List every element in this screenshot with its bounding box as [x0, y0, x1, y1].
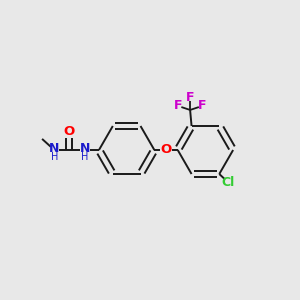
Text: H: H: [51, 152, 58, 162]
Text: N: N: [49, 142, 59, 155]
Text: F: F: [186, 91, 194, 104]
Text: O: O: [63, 124, 74, 137]
Text: H: H: [81, 152, 88, 162]
Text: O: O: [160, 143, 172, 157]
Text: Cl: Cl: [221, 176, 235, 189]
Text: F: F: [174, 99, 182, 112]
Text: N: N: [80, 142, 90, 155]
Text: F: F: [198, 99, 207, 112]
